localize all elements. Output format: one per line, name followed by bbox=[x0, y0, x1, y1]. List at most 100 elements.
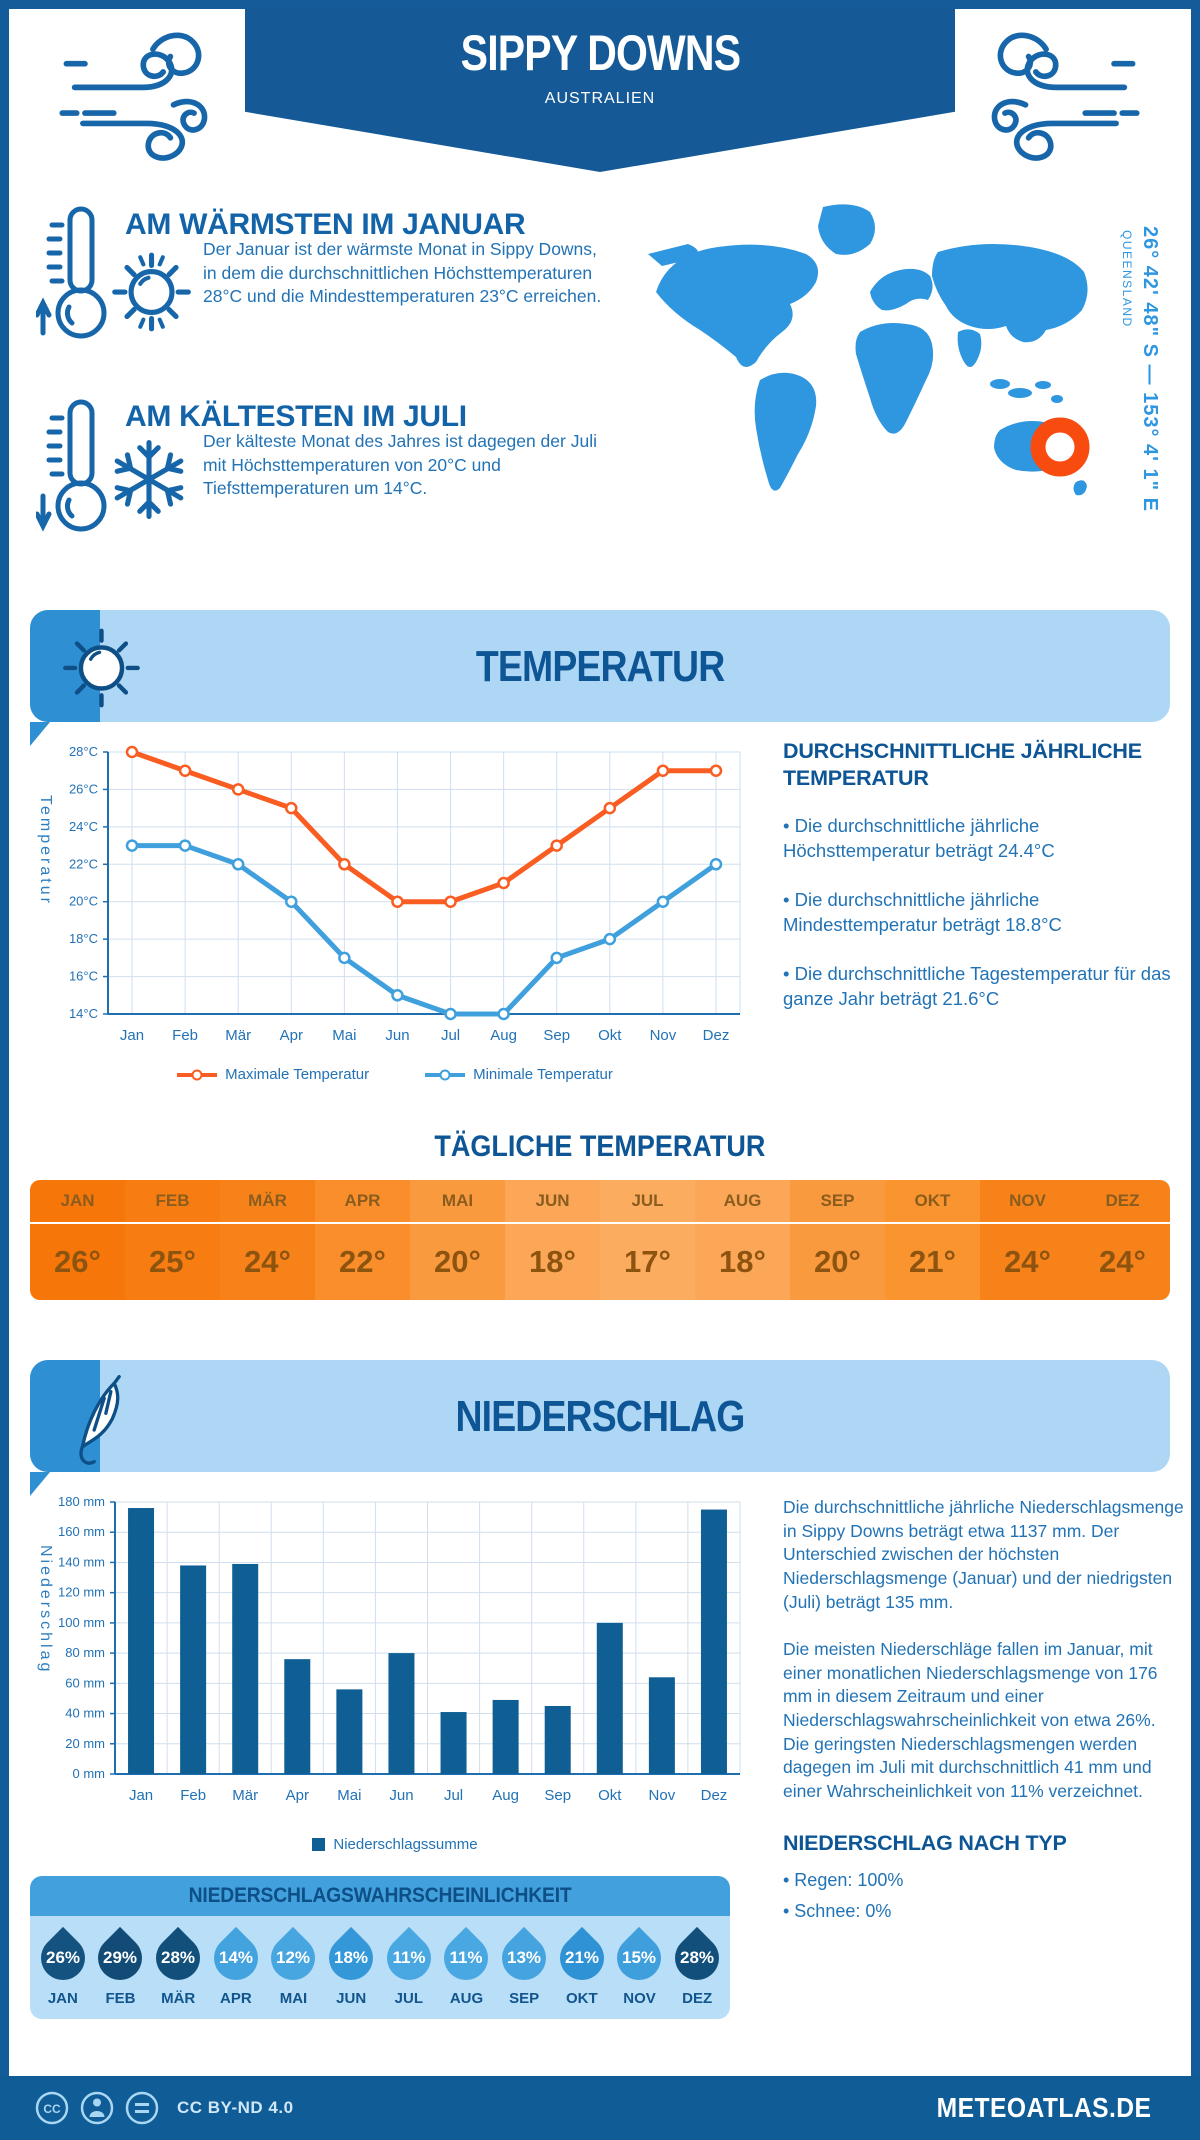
license-label: CC BY-ND 4.0 bbox=[177, 2098, 294, 2117]
header-banner: SIPPY DOWNS AUSTRALIEN bbox=[245, 0, 955, 172]
region-label: QUEENSLAND bbox=[1120, 230, 1134, 328]
svg-text:Feb: Feb bbox=[172, 1027, 198, 1044]
daily-temperature-table: JAN FEB MÄR APR MAI JUN JUL AUG SEP OKT NOV DEZ 26°… bbox=[30, 1180, 1170, 1300]
daily-temperature-value-row: 26° 25° 24° 22° 20° 18° 17° 18° 20° 21° 24° 24° bbox=[30, 1224, 1170, 1300]
svg-text:Dez: Dez bbox=[703, 1027, 730, 1044]
precipitation-probability-title: NIEDERSCHLAGSWAHRSCHEINLICHKEIT bbox=[188, 1884, 572, 1907]
svg-text:Jul: Jul bbox=[444, 1787, 463, 1804]
svg-text:Sep: Sep bbox=[544, 1787, 571, 1804]
stat-min-temp: • Die durchschnittliche jährliche Mindes… bbox=[783, 888, 1062, 935]
svg-text:Aug: Aug bbox=[490, 1027, 517, 1044]
svg-text:Okt: Okt bbox=[598, 1027, 622, 1044]
temperature-legend: Maximale Temperatur Minimale Temperatur bbox=[40, 1066, 750, 1083]
probability-cell: 11% JUL bbox=[377, 1926, 440, 2007]
svg-text:28°C: 28°C bbox=[69, 744, 98, 759]
precip-bar bbox=[700, 1509, 727, 1774]
svg-text:Okt: Okt bbox=[598, 1787, 622, 1804]
raindrop-icon: 18% bbox=[320, 1926, 383, 1990]
svg-text:Sep: Sep bbox=[543, 1027, 570, 1044]
daily-temp-value: 20° bbox=[410, 1224, 505, 1300]
precipitation-banner-icon-box bbox=[30, 1360, 100, 1472]
daily-temp-value: 24° bbox=[980, 1224, 1075, 1300]
daily-temp-value: 21° bbox=[885, 1224, 980, 1300]
svg-text:40 mm: 40 mm bbox=[65, 1706, 105, 1721]
precip-bar bbox=[128, 1508, 155, 1774]
raindrop-icon: 28% bbox=[666, 1926, 729, 1990]
precip-bar bbox=[336, 1689, 363, 1774]
daily-temp-value: 18° bbox=[505, 1224, 600, 1300]
cc-nd-icon bbox=[125, 2091, 159, 2125]
daily-month-header: SEP bbox=[790, 1180, 885, 1224]
page-subtitle: AUSTRALIEN bbox=[544, 90, 656, 107]
daily-month-header: JUN bbox=[505, 1180, 600, 1224]
warmest-title: AM WÄRMSTEN IM JANUAR bbox=[125, 208, 526, 241]
wind-icon bbox=[991, 32, 1140, 161]
probability-month-label: SEP bbox=[509, 1990, 540, 2007]
sun-icon bbox=[63, 628, 140, 708]
svg-text:Nov: Nov bbox=[649, 1787, 676, 1804]
raindrop-icon: 11% bbox=[435, 1926, 498, 1990]
legend-item: Niederschlagssumme bbox=[312, 1836, 478, 1853]
precipitation-section-title: NIEDERSCHLAG bbox=[455, 1392, 745, 1441]
daily-temp-value: 26° bbox=[30, 1224, 125, 1300]
svg-text:20 mm: 20 mm bbox=[65, 1736, 105, 1751]
wind-icon bbox=[59, 32, 208, 161]
svg-text:Jan: Jan bbox=[120, 1027, 144, 1044]
precipitation-probability-panel: NIEDERSCHLAGSWAHRSCHEINLICHKEIT 26% JAN 29… bbox=[30, 1876, 730, 2019]
probability-cell: 11% AUG bbox=[435, 1926, 498, 2007]
daily-temp-value: 20° bbox=[790, 1224, 885, 1300]
svg-text:Jan: Jan bbox=[129, 1787, 153, 1804]
svg-text:Jun: Jun bbox=[389, 1787, 413, 1804]
svg-text:100 mm: 100 mm bbox=[58, 1615, 105, 1630]
warmest-text: Der Januar ist der wärmste Monat in Sipp… bbox=[203, 239, 602, 307]
probability-cell: 26% JAN bbox=[31, 1926, 94, 2007]
svg-text:16°C: 16°C bbox=[69, 969, 98, 984]
page-title: SIPPY DOWNS bbox=[460, 25, 740, 81]
precip-bar bbox=[544, 1706, 571, 1774]
world-map bbox=[648, 204, 1090, 496]
svg-text:Nov: Nov bbox=[650, 1027, 677, 1044]
precipitation-banner-tail bbox=[30, 1472, 50, 1496]
raindrop-icon: 13% bbox=[493, 1926, 556, 1990]
raindrop-icon: 26% bbox=[31, 1926, 94, 1990]
precip-bar bbox=[388, 1653, 415, 1774]
cc-by-icon bbox=[80, 2091, 114, 2125]
precip-bar bbox=[232, 1563, 259, 1774]
precipitation-paragraph-1: Die durchschnittliche jährliche Niedersc… bbox=[783, 1497, 1184, 1612]
precipitation-chart: 0 mm 20 mm 40 mm 60 mm 80 mm 100 mm 120 mm 140 … bbox=[58, 1494, 741, 1804]
svg-text:20°C: 20°C bbox=[69, 894, 98, 909]
license-group[interactable]: CC CC BY-ND 4.0 bbox=[34, 2090, 294, 2126]
probability-cell: 15% NOV bbox=[608, 1926, 671, 2007]
daily-temp-value: 18° bbox=[695, 1224, 790, 1300]
sun-icon bbox=[112, 252, 191, 332]
svg-text:Mai: Mai bbox=[332, 1027, 356, 1044]
temperature-section-title: TEMPERATUR bbox=[475, 642, 725, 691]
precip-bar bbox=[492, 1699, 519, 1774]
svg-text:18°C: 18°C bbox=[69, 931, 98, 946]
snowflake-icon bbox=[114, 440, 184, 519]
svg-text:Apr: Apr bbox=[286, 1787, 309, 1804]
temperature-y-axis-label: Temperatur bbox=[37, 795, 54, 906]
site-name[interactable]: METEOATLAS.DE bbox=[936, 2092, 1152, 2123]
cc-icon: CC bbox=[35, 2091, 69, 2125]
precipitation-type-snow: • Schnee: 0% bbox=[783, 1900, 892, 1921]
coordinates-label: 26° 42' 48" S — 153° 4' 1" E bbox=[1139, 226, 1161, 512]
temperature-chart: 14°C 16°C 18°C 20°C 22°C 24°C 26°C 28°C Jan Feb Mä… bbox=[69, 744, 741, 1044]
raindrop-icon: 21% bbox=[550, 1926, 613, 1990]
probability-month-label: APR bbox=[219, 1990, 252, 2007]
precip-bar bbox=[596, 1622, 623, 1774]
umbrella-icon bbox=[79, 1375, 121, 1465]
precip-bar bbox=[180, 1565, 207, 1774]
precipitation-paragraph-2: Die meisten Niederschläge fallen im Janu… bbox=[783, 1639, 1158, 1801]
probability-month-label: JUL bbox=[394, 1990, 423, 2007]
daily-temperature-title: TÄGLICHE TEMPERATUR bbox=[434, 1130, 766, 1163]
probability-cell: 18% JUN bbox=[320, 1926, 383, 2007]
probability-month-label: JUN bbox=[336, 1990, 367, 2007]
precipitation-probability-drops: 26% JAN 29% FEB 28% MÄR 14% APR 12% MAI 18% JUN 11% J… bbox=[30, 1916, 730, 2019]
legend-item: Minimale Temperatur bbox=[425, 1066, 613, 1083]
svg-text:160 mm: 160 mm bbox=[58, 1524, 105, 1539]
raindrop-icon: 12% bbox=[262, 1926, 325, 1990]
probability-cell: 28% MÄR bbox=[147, 1926, 210, 2007]
raindrop-icon: 15% bbox=[608, 1926, 671, 1990]
